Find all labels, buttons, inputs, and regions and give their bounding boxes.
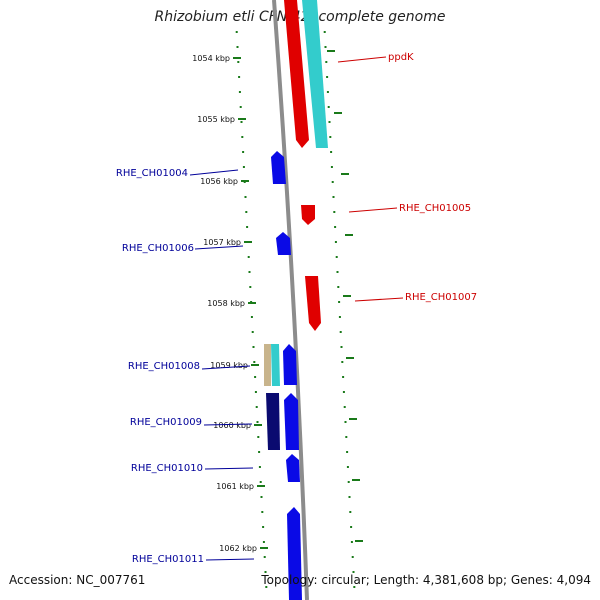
leader-rhe-ch01007	[354, 297, 404, 302]
label-rhe-ch01008[interactable]: RHE_CH01008	[128, 361, 200, 372]
gene-rhe-ch01004-arrow[interactable]	[271, 151, 286, 184]
leader-rhe-ch01009	[203, 423, 253, 426]
gene-features	[264, 0, 328, 600]
label-ppdk[interactable]: ppdK	[388, 52, 414, 63]
label-rhe-ch01004[interactable]: RHE_CH01004	[116, 168, 188, 179]
gene-cyan-feature[interactable]	[302, 0, 328, 148]
right-tick-guide	[323, 31, 363, 588]
gene-rhe-ch01008-arrow[interactable]	[283, 344, 297, 385]
genome-title: Rhizobium etli CFN 42, complete genome	[154, 9, 446, 25]
leader-rhe-ch01010	[204, 467, 254, 470]
label-leaders	[189, 56, 404, 561]
gene-cyan-feature-2[interactable]	[271, 344, 280, 386]
gene-navy-feature[interactable]	[266, 393, 280, 450]
leader-rhe-ch01005	[348, 207, 398, 213]
kbp-tick-label: 1061 kbp	[216, 482, 254, 491]
label-rhe-ch01006[interactable]: RHE_CH01006	[122, 243, 194, 254]
gene-rhe-ch01007-arrow[interactable]	[305, 276, 321, 331]
kbp-tick-label: 1054 kbp	[192, 54, 230, 63]
gene-rhe-ch01009-arrow[interactable]	[284, 393, 299, 450]
gene-rhe-ch01005-arrow[interactable]	[301, 205, 315, 225]
left-tick-guide	[235, 31, 268, 588]
gene-labels: ppdK RHE_CH01004 RHE_CH01005 RHE_CH01006…	[116, 52, 477, 565]
label-rhe-ch01011[interactable]: RHE_CH01011	[132, 554, 204, 565]
kbp-axis: 1054 kbp 1055 kbp 1056 kbp 1057 kbp 1058 kbp…	[192, 54, 268, 553]
kbp-tick-label: 1055 kbp	[197, 115, 235, 124]
gene-rhe-ch01011-arrow[interactable]	[287, 507, 302, 600]
kbp-tick-label: 1060 kbp	[213, 421, 251, 430]
kbp-tick-label: 1059 kbp	[210, 361, 248, 370]
kbp-tick-label: 1058 kbp	[207, 299, 245, 308]
leader-rhe-ch01004	[189, 169, 239, 176]
gene-tan-feature[interactable]	[264, 344, 271, 386]
genome-stats-text: Topology: circular; Length: 4,381,608 bp…	[261, 573, 591, 587]
gene-rhe-ch01006-arrow[interactable]	[276, 232, 291, 255]
leader-rhe-ch01008	[201, 365, 251, 370]
kbp-tick-label: 1056 kbp	[200, 177, 238, 186]
label-rhe-ch01005[interactable]: RHE_CH01005	[399, 203, 471, 214]
leader-rhe-ch01006	[194, 245, 244, 250]
gene-rhe-ch01010-arrow[interactable]	[286, 454, 300, 482]
label-rhe-ch01010[interactable]: RHE_CH01010	[131, 463, 203, 474]
gene-ppdk-arrow[interactable]	[284, 0, 309, 148]
label-rhe-ch01009[interactable]: RHE_CH01009	[130, 417, 202, 428]
leader-ppdk	[337, 56, 387, 63]
leader-rhe-ch01011	[205, 558, 255, 561]
kbp-tick-label: 1057 kbp	[203, 238, 241, 247]
kbp-tick-label: 1062 kbp	[219, 544, 257, 553]
accession-text: Accession: NC_007761	[9, 573, 146, 587]
genome-backbone	[272, 0, 309, 600]
label-rhe-ch01007[interactable]: RHE_CH01007	[405, 292, 477, 303]
